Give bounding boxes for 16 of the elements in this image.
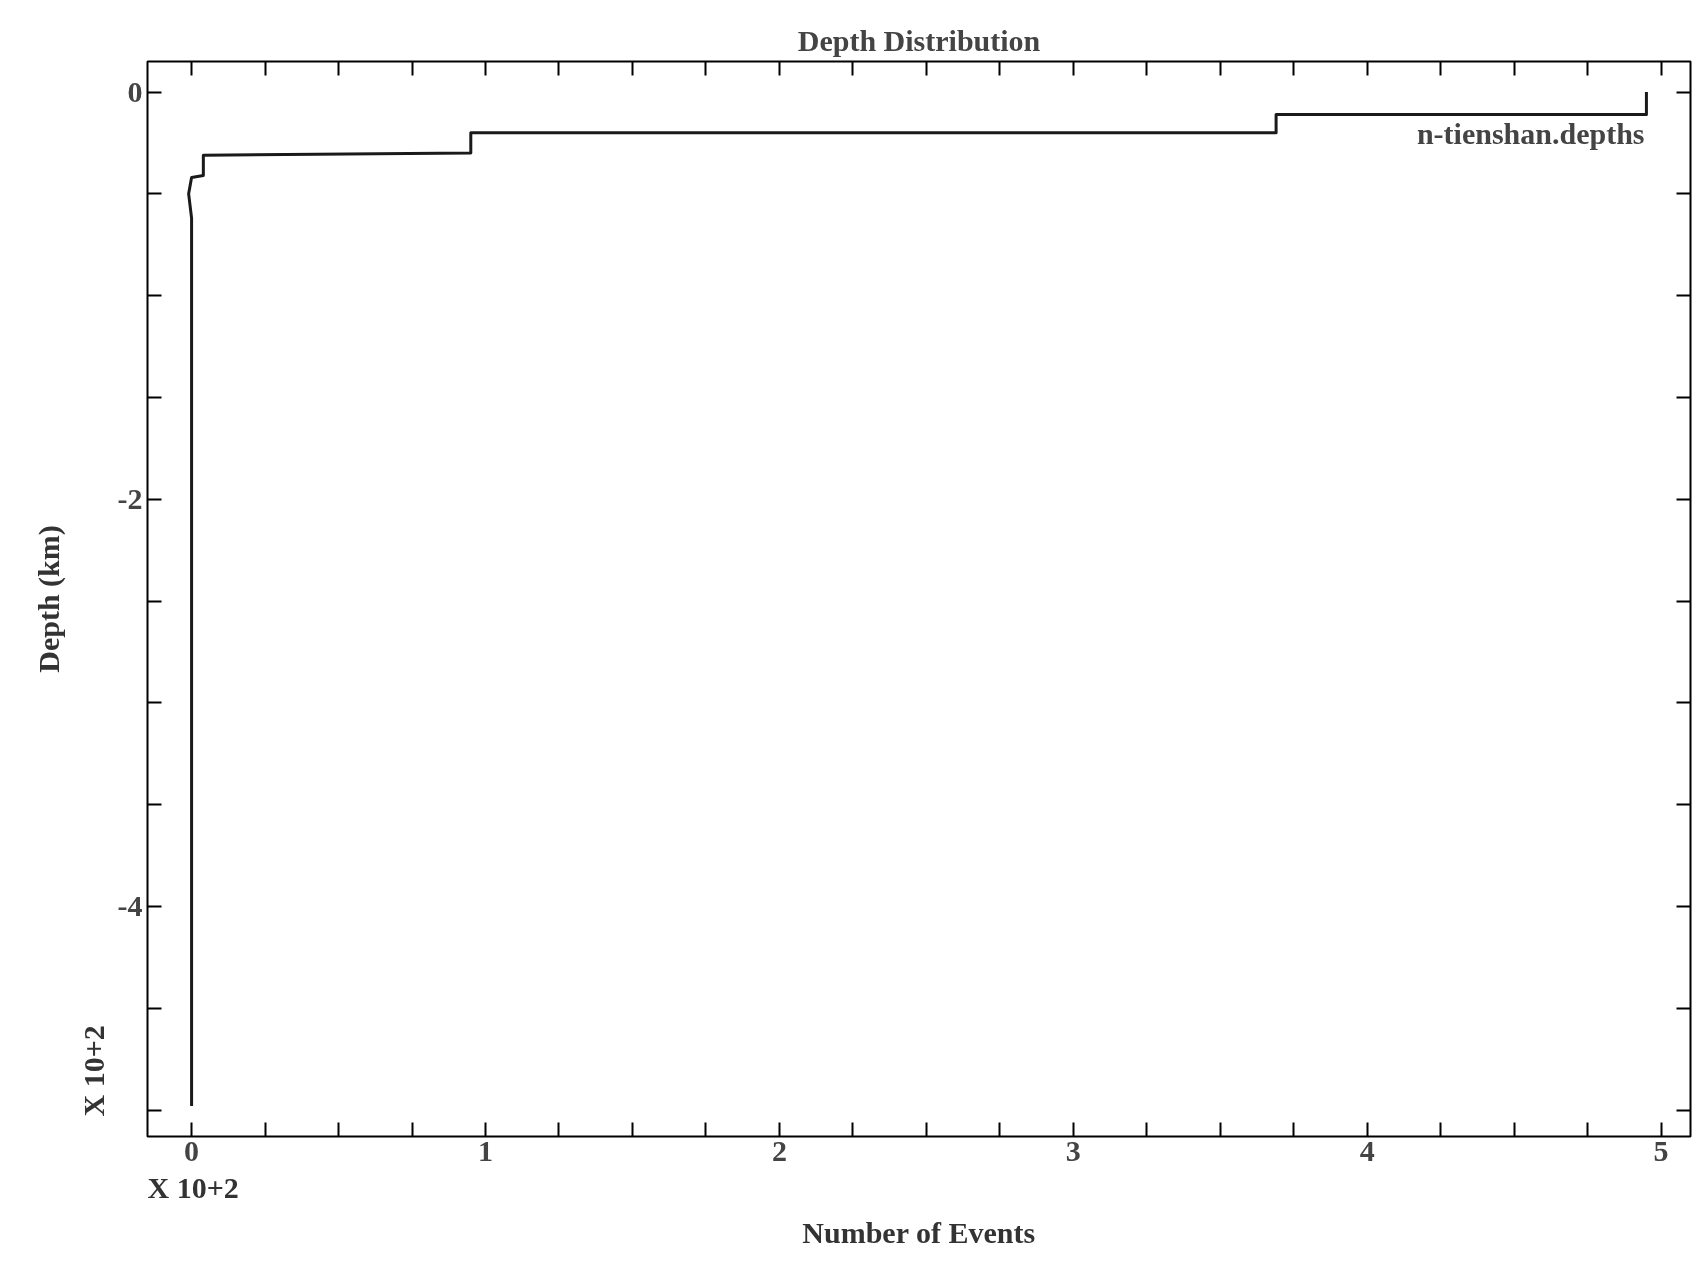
x-tick-label: 2 — [771, 1133, 787, 1167]
y-axis-title: Depth (km) — [31, 525, 66, 673]
x-tick-label: 3 — [1065, 1133, 1081, 1167]
y-tick-label: -2 — [117, 481, 143, 515]
x-tick-label: 5 — [1653, 1133, 1669, 1167]
x-tick-label: 4 — [1359, 1133, 1375, 1167]
x-tick-label: 1 — [477, 1133, 493, 1167]
x-axis-title: Number of Events — [802, 1215, 1036, 1249]
x-tick-label: 0 — [184, 1133, 200, 1167]
line-series — [187, 90, 1648, 1108]
chart-title: Depth Distribution — [797, 23, 1041, 57]
text: X 10+2 — [76, 1025, 110, 1117]
y-tick-label: 0 — [127, 74, 143, 108]
y-tick-label: -4 — [117, 888, 143, 922]
annotation: n-tienshan.depths — [1416, 117, 1645, 150]
text: X 10+2 — [147, 1170, 239, 1204]
